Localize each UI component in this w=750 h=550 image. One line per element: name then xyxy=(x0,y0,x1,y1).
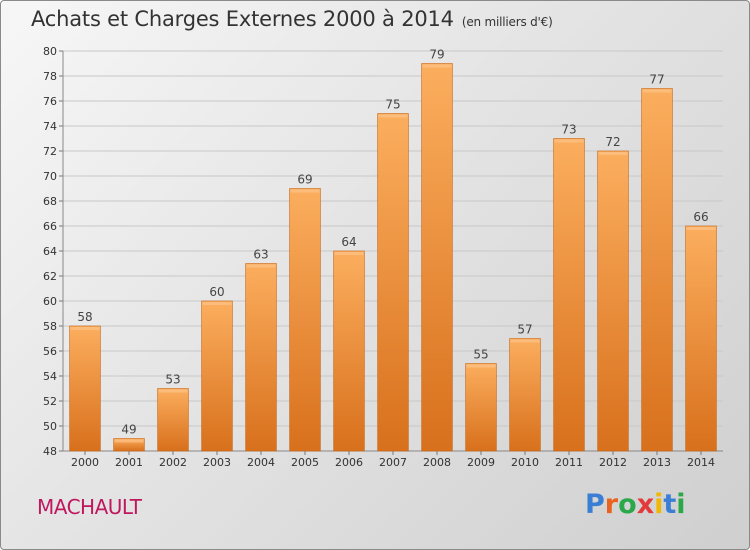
x-tick-label: 2011 xyxy=(555,456,583,469)
data-label: 53 xyxy=(165,373,180,387)
x-tick-label: 2002 xyxy=(159,456,187,469)
data-label: 58 xyxy=(77,310,92,324)
data-label: 49 xyxy=(121,423,136,437)
data-label: 79 xyxy=(429,48,444,62)
data-label: 69 xyxy=(297,173,312,187)
bar-highlight xyxy=(70,327,100,330)
bar-highlight xyxy=(554,139,584,143)
x-tick-label: 2005 xyxy=(291,456,319,469)
bar-highlight xyxy=(466,364,496,368)
bar-highlight xyxy=(246,264,276,268)
x-tick-label: 2014 xyxy=(687,456,715,469)
y-tick-label: 58 xyxy=(43,320,57,333)
y-tick-label: 70 xyxy=(43,170,57,183)
data-label: 63 xyxy=(253,248,268,262)
bar xyxy=(553,138,585,452)
data-label: 55 xyxy=(473,348,488,362)
x-tick-label: 2010 xyxy=(511,456,539,469)
x-tick-label: 2009 xyxy=(467,456,495,469)
x-tick-label: 2001 xyxy=(115,456,143,469)
y-tick-label: 54 xyxy=(43,370,57,383)
y-tick-label: 64 xyxy=(43,245,57,258)
bar xyxy=(69,325,101,452)
bar-highlight xyxy=(290,189,320,193)
y-tick-label: 48 xyxy=(43,445,57,458)
bars xyxy=(69,63,717,452)
bar xyxy=(421,63,453,452)
bar xyxy=(465,363,497,452)
bar-highlight xyxy=(114,439,144,443)
bar xyxy=(377,113,409,452)
y-tick-label: 66 xyxy=(43,220,57,233)
title-text: Achats et Charges Externes 2000 à 2014 xyxy=(31,7,454,31)
y-tick-label: 78 xyxy=(43,70,57,83)
bar-highlight xyxy=(686,227,716,230)
bar-highlight xyxy=(510,339,540,343)
bar-highlight xyxy=(202,302,232,305)
data-label: 60 xyxy=(209,285,224,299)
data-label: 72 xyxy=(605,135,620,149)
x-tick-label: 2003 xyxy=(203,456,231,469)
chart-title: Achats et Charges Externes 2000 à 2014 (e… xyxy=(31,7,553,31)
title-unit: (en milliers d'€) xyxy=(461,15,553,29)
bar-highlight xyxy=(378,114,408,118)
y-tick-label: 80 xyxy=(43,45,57,58)
bar-highlight xyxy=(598,152,628,155)
logo-letter: i xyxy=(676,489,686,520)
bar-highlight xyxy=(642,89,672,93)
y-tick-label: 76 xyxy=(43,95,57,108)
proxiti-logo[interactable]: Proxiti xyxy=(585,489,686,520)
y-tick-label: 50 xyxy=(43,420,57,433)
y-tick-label: 60 xyxy=(43,295,57,308)
bar-highlight xyxy=(158,389,188,393)
y-tick-label: 52 xyxy=(43,395,57,408)
town-name: MACHAULT xyxy=(37,495,142,519)
x-tick-label: 2000 xyxy=(71,456,99,469)
x-tick-label: 2013 xyxy=(643,456,671,469)
bar-highlight xyxy=(334,252,364,255)
logo-letter: P xyxy=(585,489,605,520)
logo-letter: t xyxy=(663,489,677,520)
data-label: 66 xyxy=(693,210,708,224)
bar-highlight xyxy=(422,64,452,68)
y-tick-label: 56 xyxy=(43,345,57,358)
data-label: 75 xyxy=(385,98,400,112)
bar xyxy=(289,188,321,452)
logo-letter: r xyxy=(604,489,619,520)
data-label: 57 xyxy=(517,323,532,337)
y-tick-label: 74 xyxy=(43,120,57,133)
x-tick-label: 2004 xyxy=(247,456,275,469)
bar xyxy=(509,338,541,452)
y-tick-label: 62 xyxy=(43,270,57,283)
x-tick-label: 2012 xyxy=(599,456,627,469)
bar xyxy=(245,263,277,452)
logo-letter: i xyxy=(654,489,664,520)
x-tick-label: 2006 xyxy=(335,456,363,469)
data-label: 73 xyxy=(561,123,576,137)
x-tick-label: 2008 xyxy=(423,456,451,469)
logo-letter: o xyxy=(618,489,637,520)
logo-letter: x xyxy=(636,489,655,520)
data-label: 77 xyxy=(649,73,664,87)
data-labels: 58 49 53 60 63 69 64 75 79 55 57 73 72 77 66 xyxy=(77,48,708,437)
bar xyxy=(333,250,365,452)
bar xyxy=(201,300,233,452)
x-tick-label: 2007 xyxy=(379,456,407,469)
y-tick-label: 68 xyxy=(43,195,57,208)
bar xyxy=(157,388,189,452)
bar xyxy=(597,150,629,452)
bar xyxy=(685,225,717,452)
y-tick-label: 72 xyxy=(43,145,57,158)
bar xyxy=(641,88,673,452)
data-label: 64 xyxy=(341,235,356,249)
